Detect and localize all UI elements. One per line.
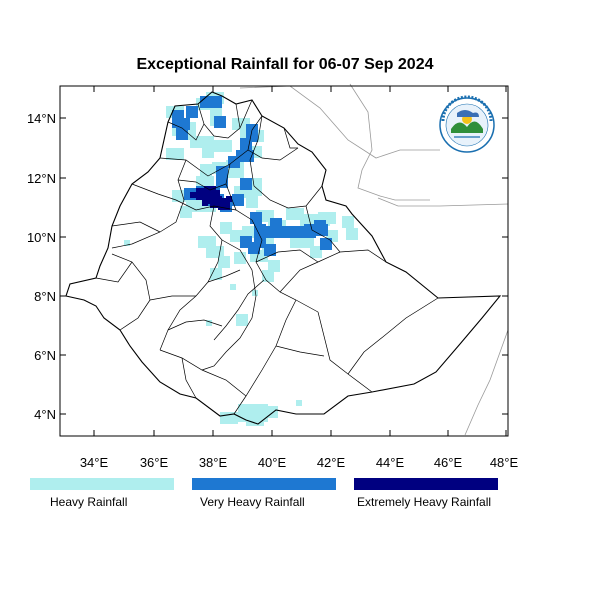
rainfall-cell bbox=[250, 178, 262, 196]
rainfall-cell bbox=[248, 242, 260, 254]
rainfall-cell bbox=[296, 400, 302, 406]
rainfall-cell bbox=[124, 240, 130, 246]
rainfall-cell bbox=[214, 190, 220, 196]
legend-swatch-heavy bbox=[30, 478, 174, 490]
rainfall-cell bbox=[210, 268, 222, 280]
rainfall-cell bbox=[252, 290, 258, 296]
lon-axis bbox=[93, 86, 507, 436]
rainfall-cell bbox=[180, 206, 192, 218]
lat-tick-12: 12°N bbox=[27, 171, 56, 186]
rainfall-cell bbox=[314, 220, 326, 232]
lon-tick-42: 42°E bbox=[317, 455, 346, 470]
lon-tick-38: 38°E bbox=[199, 455, 228, 470]
lon-tick-40: 40°E bbox=[258, 455, 287, 470]
rainfall-cell bbox=[320, 238, 332, 250]
rainfall-cell bbox=[254, 224, 266, 236]
lat-tick-8: 8°N bbox=[34, 289, 56, 304]
lon-tick-48: 48°E bbox=[490, 455, 519, 470]
rainfall-cell bbox=[240, 178, 252, 190]
rainfall-cell bbox=[226, 196, 232, 202]
legend-label-very-heavy: Very Heavy Rainfall bbox=[200, 495, 305, 509]
ethiopian-meteorology-institute-logo bbox=[439, 95, 495, 153]
rainfall-cell bbox=[246, 124, 258, 142]
rainfall-cell bbox=[342, 216, 354, 228]
plot-frame bbox=[59, 85, 509, 437]
rainfall-cell bbox=[206, 320, 212, 326]
rainfall-cell bbox=[166, 148, 184, 160]
rainfall-cell bbox=[232, 118, 250, 130]
rainfall-cell bbox=[216, 166, 228, 178]
rainfall-cell bbox=[290, 236, 314, 248]
rainfall-cell bbox=[238, 404, 268, 422]
map-title: Exceptional Rainfall for 06-07 Sep 2024 bbox=[136, 56, 434, 73]
rainfall-cell bbox=[218, 256, 230, 268]
rainfall-cell bbox=[268, 260, 280, 272]
rainfall-cell bbox=[178, 118, 190, 130]
rainfall-cell bbox=[220, 412, 238, 424]
legend-label-extremely-heavy: Extremely Heavy Rainfall bbox=[357, 495, 492, 509]
rainfall-cell bbox=[214, 116, 226, 128]
rainfall-cell bbox=[264, 244, 276, 256]
lon-tick-44: 44°E bbox=[376, 455, 405, 470]
rainfall-cell bbox=[236, 314, 248, 326]
rainfall-cell bbox=[198, 236, 216, 248]
rainfall-cell bbox=[176, 128, 188, 140]
rainfall-cell bbox=[228, 156, 240, 168]
lon-tick-34: 34°E bbox=[80, 455, 109, 470]
legend-swatch-extremely-heavy bbox=[354, 478, 498, 490]
rainfall-cell bbox=[246, 196, 258, 208]
rainfall-cell bbox=[234, 252, 246, 264]
rainfall-cell bbox=[286, 208, 304, 220]
rainfall-cell bbox=[230, 284, 236, 290]
rainfall-cell bbox=[232, 194, 244, 206]
rainfall-cell bbox=[262, 270, 274, 282]
rainfall-cell bbox=[190, 192, 196, 198]
rainfall-cell bbox=[214, 140, 232, 152]
lon-tick-46: 46°E bbox=[434, 455, 463, 470]
rainfall-cell bbox=[186, 106, 198, 118]
lat-tick-14: 14°N bbox=[27, 111, 56, 126]
lat-tick-4: 4°N bbox=[34, 407, 56, 422]
legend-swatch-very-heavy bbox=[192, 478, 336, 490]
very-heavy-rainfall-areas bbox=[172, 96, 332, 256]
rainfall-cell bbox=[346, 228, 358, 240]
lat-tick-6: 6°N bbox=[34, 348, 56, 363]
lon-tick-36: 36°E bbox=[140, 455, 169, 470]
internal-boundaries bbox=[95, 99, 439, 415]
rainfall-cell bbox=[220, 222, 232, 234]
rainfall-cell bbox=[210, 96, 222, 108]
rainfall-cell bbox=[196, 176, 214, 188]
lat-axis bbox=[60, 117, 508, 415]
rainfall-cell bbox=[202, 200, 208, 206]
extremely-heavy-rainfall-areas bbox=[190, 186, 232, 210]
rainfall-cell bbox=[250, 212, 262, 224]
ethiopia-border bbox=[65, 91, 502, 425]
rainfall-cell bbox=[200, 164, 212, 176]
legend-label-heavy: Heavy Rainfall bbox=[50, 495, 128, 509]
rainfall-cell bbox=[310, 246, 322, 258]
rainfall-cell bbox=[236, 150, 254, 162]
rainfall-cell bbox=[190, 136, 214, 148]
rainfall-cell bbox=[216, 176, 228, 188]
lat-tick-10: 10°N bbox=[27, 230, 56, 245]
rainfall-cell bbox=[202, 146, 214, 158]
rainfall-cell bbox=[270, 218, 282, 230]
